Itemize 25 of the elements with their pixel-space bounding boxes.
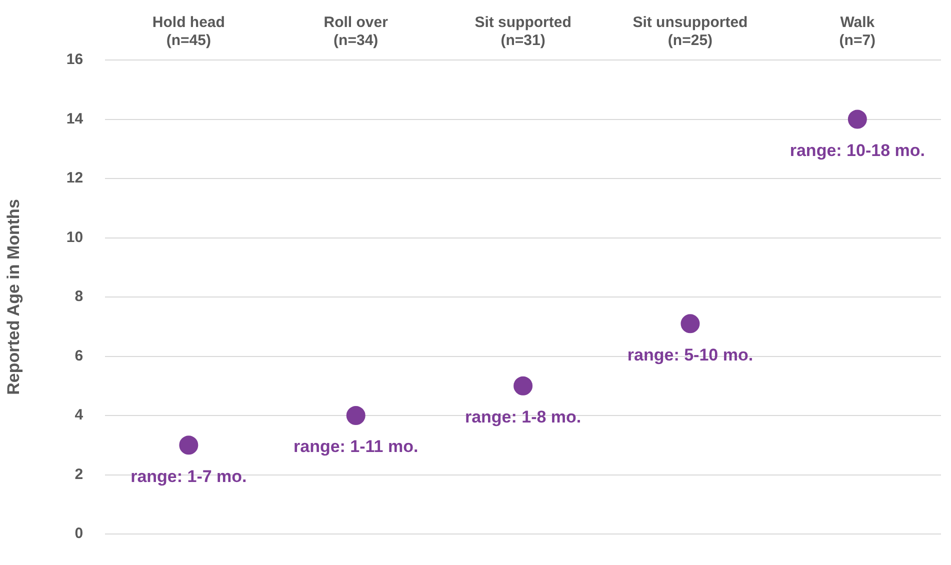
- point: [848, 110, 867, 129]
- point: [179, 436, 198, 455]
- y-tick-label: 16: [66, 51, 84, 68]
- annotation: range: 1-8 mo.: [464, 408, 582, 427]
- x-tick-label: Roll over (n=34): [324, 14, 388, 50]
- y-tick-label: 10: [66, 228, 84, 246]
- annotation: range: 1-7 mo.: [130, 466, 247, 486]
- y-tick-label: 12: [66, 170, 84, 187]
- x-tick-label: Hold head (n=45): [152, 14, 225, 50]
- point: [514, 376, 533, 396]
- y-axis-title: Reported Age in Months: [4, 199, 23, 395]
- x-tick-label: Sit supported (n=31): [474, 14, 572, 50]
- annotation: range: 1-11 mo.: [294, 437, 418, 456]
- y-tick-label: 0: [74, 525, 84, 542]
- y-tick-label: 6: [74, 347, 84, 364]
- y-tick-label: 14: [66, 110, 84, 128]
- y-tick-label: 2: [74, 466, 84, 483]
- x-tick-label: Sit unsupported (n=25): [632, 14, 748, 50]
- point: [680, 314, 700, 334]
- point: [346, 406, 366, 425]
- y-tick-label: 4: [74, 406, 84, 424]
- x-tick-label: Walk (n=7): [839, 14, 876, 50]
- y-tick-label: 8: [74, 288, 84, 306]
- annotation: range: 5-10 mo.: [627, 345, 754, 364]
- annotation: range: 10-18 mo.: [790, 140, 925, 160]
